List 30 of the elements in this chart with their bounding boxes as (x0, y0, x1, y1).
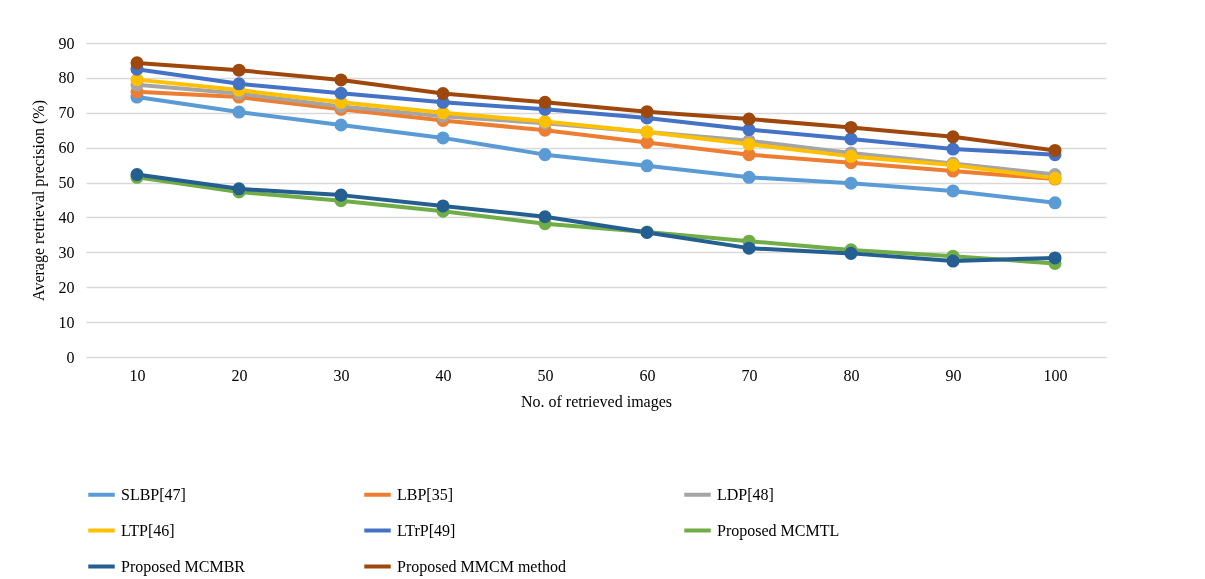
legend-label: Proposed MCMBR (121, 557, 246, 576)
legend-label: LBP[35] (397, 485, 453, 503)
y-tick-label: 50 (58, 174, 75, 192)
y-tick-label: 80 (58, 69, 75, 87)
x-tick-label: 90 (945, 366, 962, 384)
legend-label: Proposed MCMTL (717, 521, 840, 540)
y-tick-label: 90 (58, 34, 75, 52)
x-tick-label: 50 (537, 366, 554, 384)
x-tick-label: 80 (843, 366, 860, 384)
y-tick-label: 60 (58, 139, 75, 157)
x-tick-label: 40 (435, 366, 452, 384)
x-tick-label: 10 (129, 366, 146, 384)
y-tick-label: 40 (58, 208, 75, 226)
legend-label: LTP[46] (121, 521, 175, 539)
y-tick-label: 20 (58, 278, 75, 296)
legend-label: Proposed MMCM method (397, 557, 566, 576)
x-tick-label: 20 (231, 366, 248, 384)
x-tick-label: 30 (333, 366, 350, 384)
x-tick-label: 60 (639, 366, 656, 384)
legend-label: SLBP[47] (121, 485, 186, 503)
y-tick-label: 70 (58, 104, 75, 122)
y-tick-label: 0 (66, 348, 75, 366)
x-tick-label: 70 (741, 366, 758, 384)
y-axis-title: Average retrieval precision (%) (29, 100, 48, 301)
x-tick-label: 100 (1043, 366, 1068, 384)
y-tick-label: 10 (58, 313, 75, 331)
legend-label: LTrP[49] (397, 521, 456, 539)
legend-label: LDP[48] (717, 485, 774, 503)
y-tick-label: 30 (58, 243, 75, 261)
x-axis-title: No. of retrieved images (520, 392, 673, 411)
